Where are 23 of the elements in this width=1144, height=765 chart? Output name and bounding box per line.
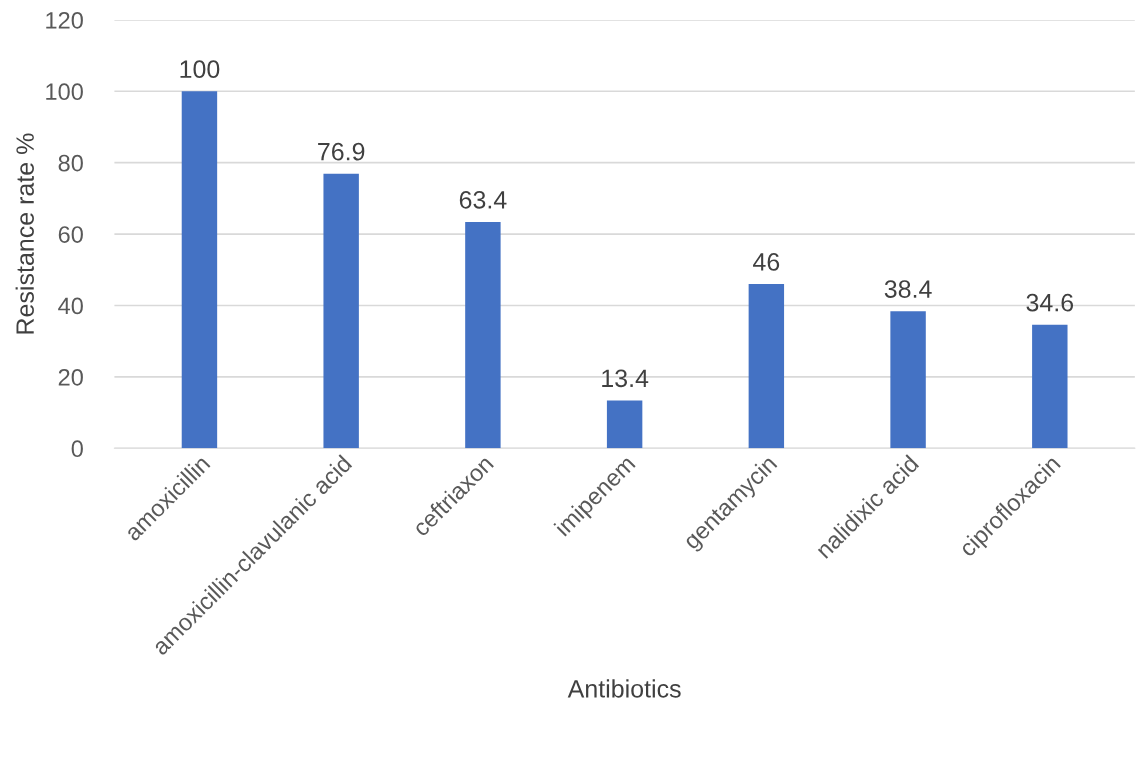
bar <box>748 284 785 449</box>
y-axis-title: Resistance rate % <box>15 133 34 334</box>
data-label: 63.4 <box>459 190 507 209</box>
data-label: 46 <box>753 253 780 271</box>
bar <box>465 221 501 449</box>
bar <box>1032 324 1068 449</box>
data-label: 76.9 <box>318 142 365 161</box>
data-label: 100 <box>180 60 220 79</box>
y-tick-label: 100 <box>46 83 83 101</box>
data-label: 34.6 <box>1026 293 1074 312</box>
x-axis-title: Antibiotics <box>567 679 681 698</box>
y-tick-label: 40 <box>58 297 83 315</box>
bar <box>181 91 218 449</box>
bar <box>890 311 926 449</box>
data-label: 38.4 <box>884 280 932 298</box>
y-tick-label: 0 <box>71 440 83 458</box>
y-tick-label: 120 <box>46 11 83 29</box>
y-tick-label: 20 <box>58 368 83 386</box>
bar <box>323 173 359 449</box>
y-tick-label: 60 <box>58 226 83 243</box>
data-label: 13.4 <box>602 369 649 388</box>
y-tick-label: 80 <box>58 154 83 172</box>
bar <box>606 400 643 449</box>
